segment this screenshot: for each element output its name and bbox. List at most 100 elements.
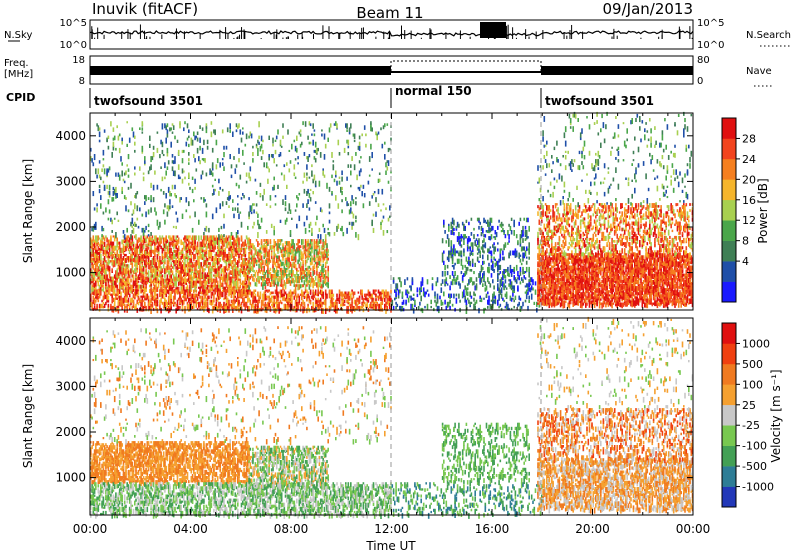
echo-cell	[452, 271, 454, 276]
echo-cell	[178, 164, 180, 170]
echo-cell	[163, 209, 165, 214]
echo-cell	[322, 292, 324, 297]
nsky-label: N.Sky	[4, 30, 32, 41]
echo-cell	[133, 242, 135, 245]
echo-cell	[312, 302, 314, 307]
echo-cell	[96, 203, 98, 206]
echo-cell	[128, 268, 130, 270]
echo-cell	[135, 224, 137, 227]
echo-cell	[310, 197, 312, 201]
echo-cell	[138, 226, 140, 229]
echo-cell	[238, 238, 240, 241]
echo-cell	[295, 177, 297, 179]
echo-cell	[437, 294, 439, 300]
echo-cell	[273, 158, 275, 163]
echo-cell	[160, 166, 162, 169]
echo-cell	[93, 162, 95, 166]
echo-cell	[129, 138, 131, 143]
echo-cell	[201, 197, 203, 199]
echo-cell	[261, 144, 263, 149]
echo-cell	[104, 256, 106, 261]
echo-cell	[486, 285, 488, 290]
echo-cell	[198, 235, 200, 240]
echo-cell	[267, 179, 269, 184]
echo-cell	[375, 290, 377, 292]
echo-cell	[157, 132, 159, 134]
echo-cell	[172, 185, 174, 190]
echo-cell	[206, 173, 208, 177]
echo-cell	[251, 249, 253, 255]
echo-cell	[277, 249, 279, 251]
echo-cell	[250, 282, 252, 284]
echo-cell	[336, 302, 338, 304]
echo-cell	[327, 282, 329, 288]
echo-cell	[319, 245, 321, 249]
echo-cell	[311, 228, 313, 233]
echo-cell	[111, 230, 113, 233]
echo-cell	[187, 285, 189, 289]
echo-cell	[208, 308, 210, 313]
echo-cell	[282, 199, 284, 205]
echo-cell	[251, 134, 253, 139]
echo-cell	[294, 243, 296, 249]
echo-cell	[281, 173, 283, 176]
echo-cell	[410, 285, 412, 290]
echo-cell	[252, 152, 254, 156]
echo-cell	[118, 220, 120, 222]
echo-cell	[359, 136, 361, 140]
echo-cell	[134, 173, 136, 176]
echo-cell	[492, 279, 494, 283]
echo-cell	[197, 148, 199, 154]
echo-cell	[148, 224, 150, 227]
echo-cell	[428, 294, 430, 297]
echo-cell	[304, 222, 306, 227]
echo-cell	[382, 144, 384, 149]
echo-cell	[223, 146, 225, 150]
echo-cell	[232, 199, 234, 203]
echo-cell	[137, 218, 139, 221]
echo-cell	[348, 152, 350, 155]
echo-cell	[174, 185, 176, 189]
echo-cell	[214, 129, 216, 135]
echo-cell	[467, 287, 469, 290]
echo-cell	[194, 158, 196, 162]
echo-cell	[174, 171, 176, 177]
echo-cell	[285, 195, 287, 200]
freq-band-1	[90, 66, 391, 75]
echo-cell	[272, 144, 274, 147]
echo-cell	[119, 242, 121, 245]
echo-cell	[520, 281, 522, 284]
echo-cell	[188, 162, 190, 165]
echo-cell	[286, 162, 288, 166]
echo-cell	[201, 262, 203, 267]
echo-cell	[296, 203, 298, 207]
echo-cell	[461, 251, 463, 255]
echo-cell	[322, 224, 324, 228]
echo-cell	[115, 173, 117, 177]
echo-cell	[167, 134, 169, 138]
echo-cell	[353, 199, 355, 204]
echo-cell	[108, 199, 110, 204]
echo-cell	[471, 302, 473, 304]
echo-cell	[167, 290, 169, 294]
echo-cell	[350, 201, 352, 206]
echo-cell	[228, 205, 230, 208]
echo-cell	[170, 193, 172, 196]
echo-cell	[299, 239, 301, 243]
echo-cell	[354, 140, 356, 142]
echo-cell	[380, 127, 382, 130]
echo-cell	[387, 230, 389, 233]
echo-cell	[451, 294, 453, 298]
echo-cell	[451, 240, 453, 246]
echo-cell	[103, 228, 105, 231]
echo-cell	[341, 226, 343, 232]
echo-cell	[354, 292, 356, 295]
echo-cell	[179, 177, 181, 180]
echo-cell	[314, 129, 316, 131]
echo-cell	[365, 134, 367, 137]
echo-cell	[262, 140, 264, 143]
echo-cell	[448, 238, 450, 241]
echo-cell	[226, 290, 228, 296]
echo-cell	[344, 304, 346, 306]
echo-cell	[132, 218, 134, 221]
